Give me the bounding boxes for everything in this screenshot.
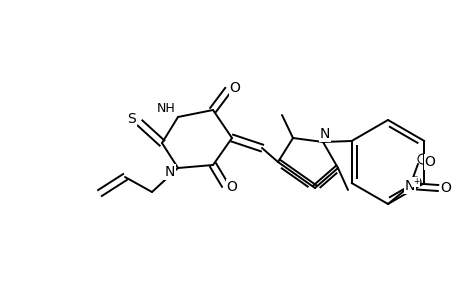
- Text: N: N: [319, 127, 330, 141]
- Text: O: O: [226, 180, 237, 194]
- Text: O: O: [440, 181, 450, 195]
- Text: N: N: [164, 165, 175, 179]
- Text: O: O: [229, 81, 240, 95]
- Text: O: O: [424, 155, 435, 169]
- Text: N: N: [404, 179, 414, 193]
- Text: S: S: [127, 112, 136, 126]
- Text: NH: NH: [156, 103, 175, 116]
- Text: +: +: [412, 178, 418, 187]
